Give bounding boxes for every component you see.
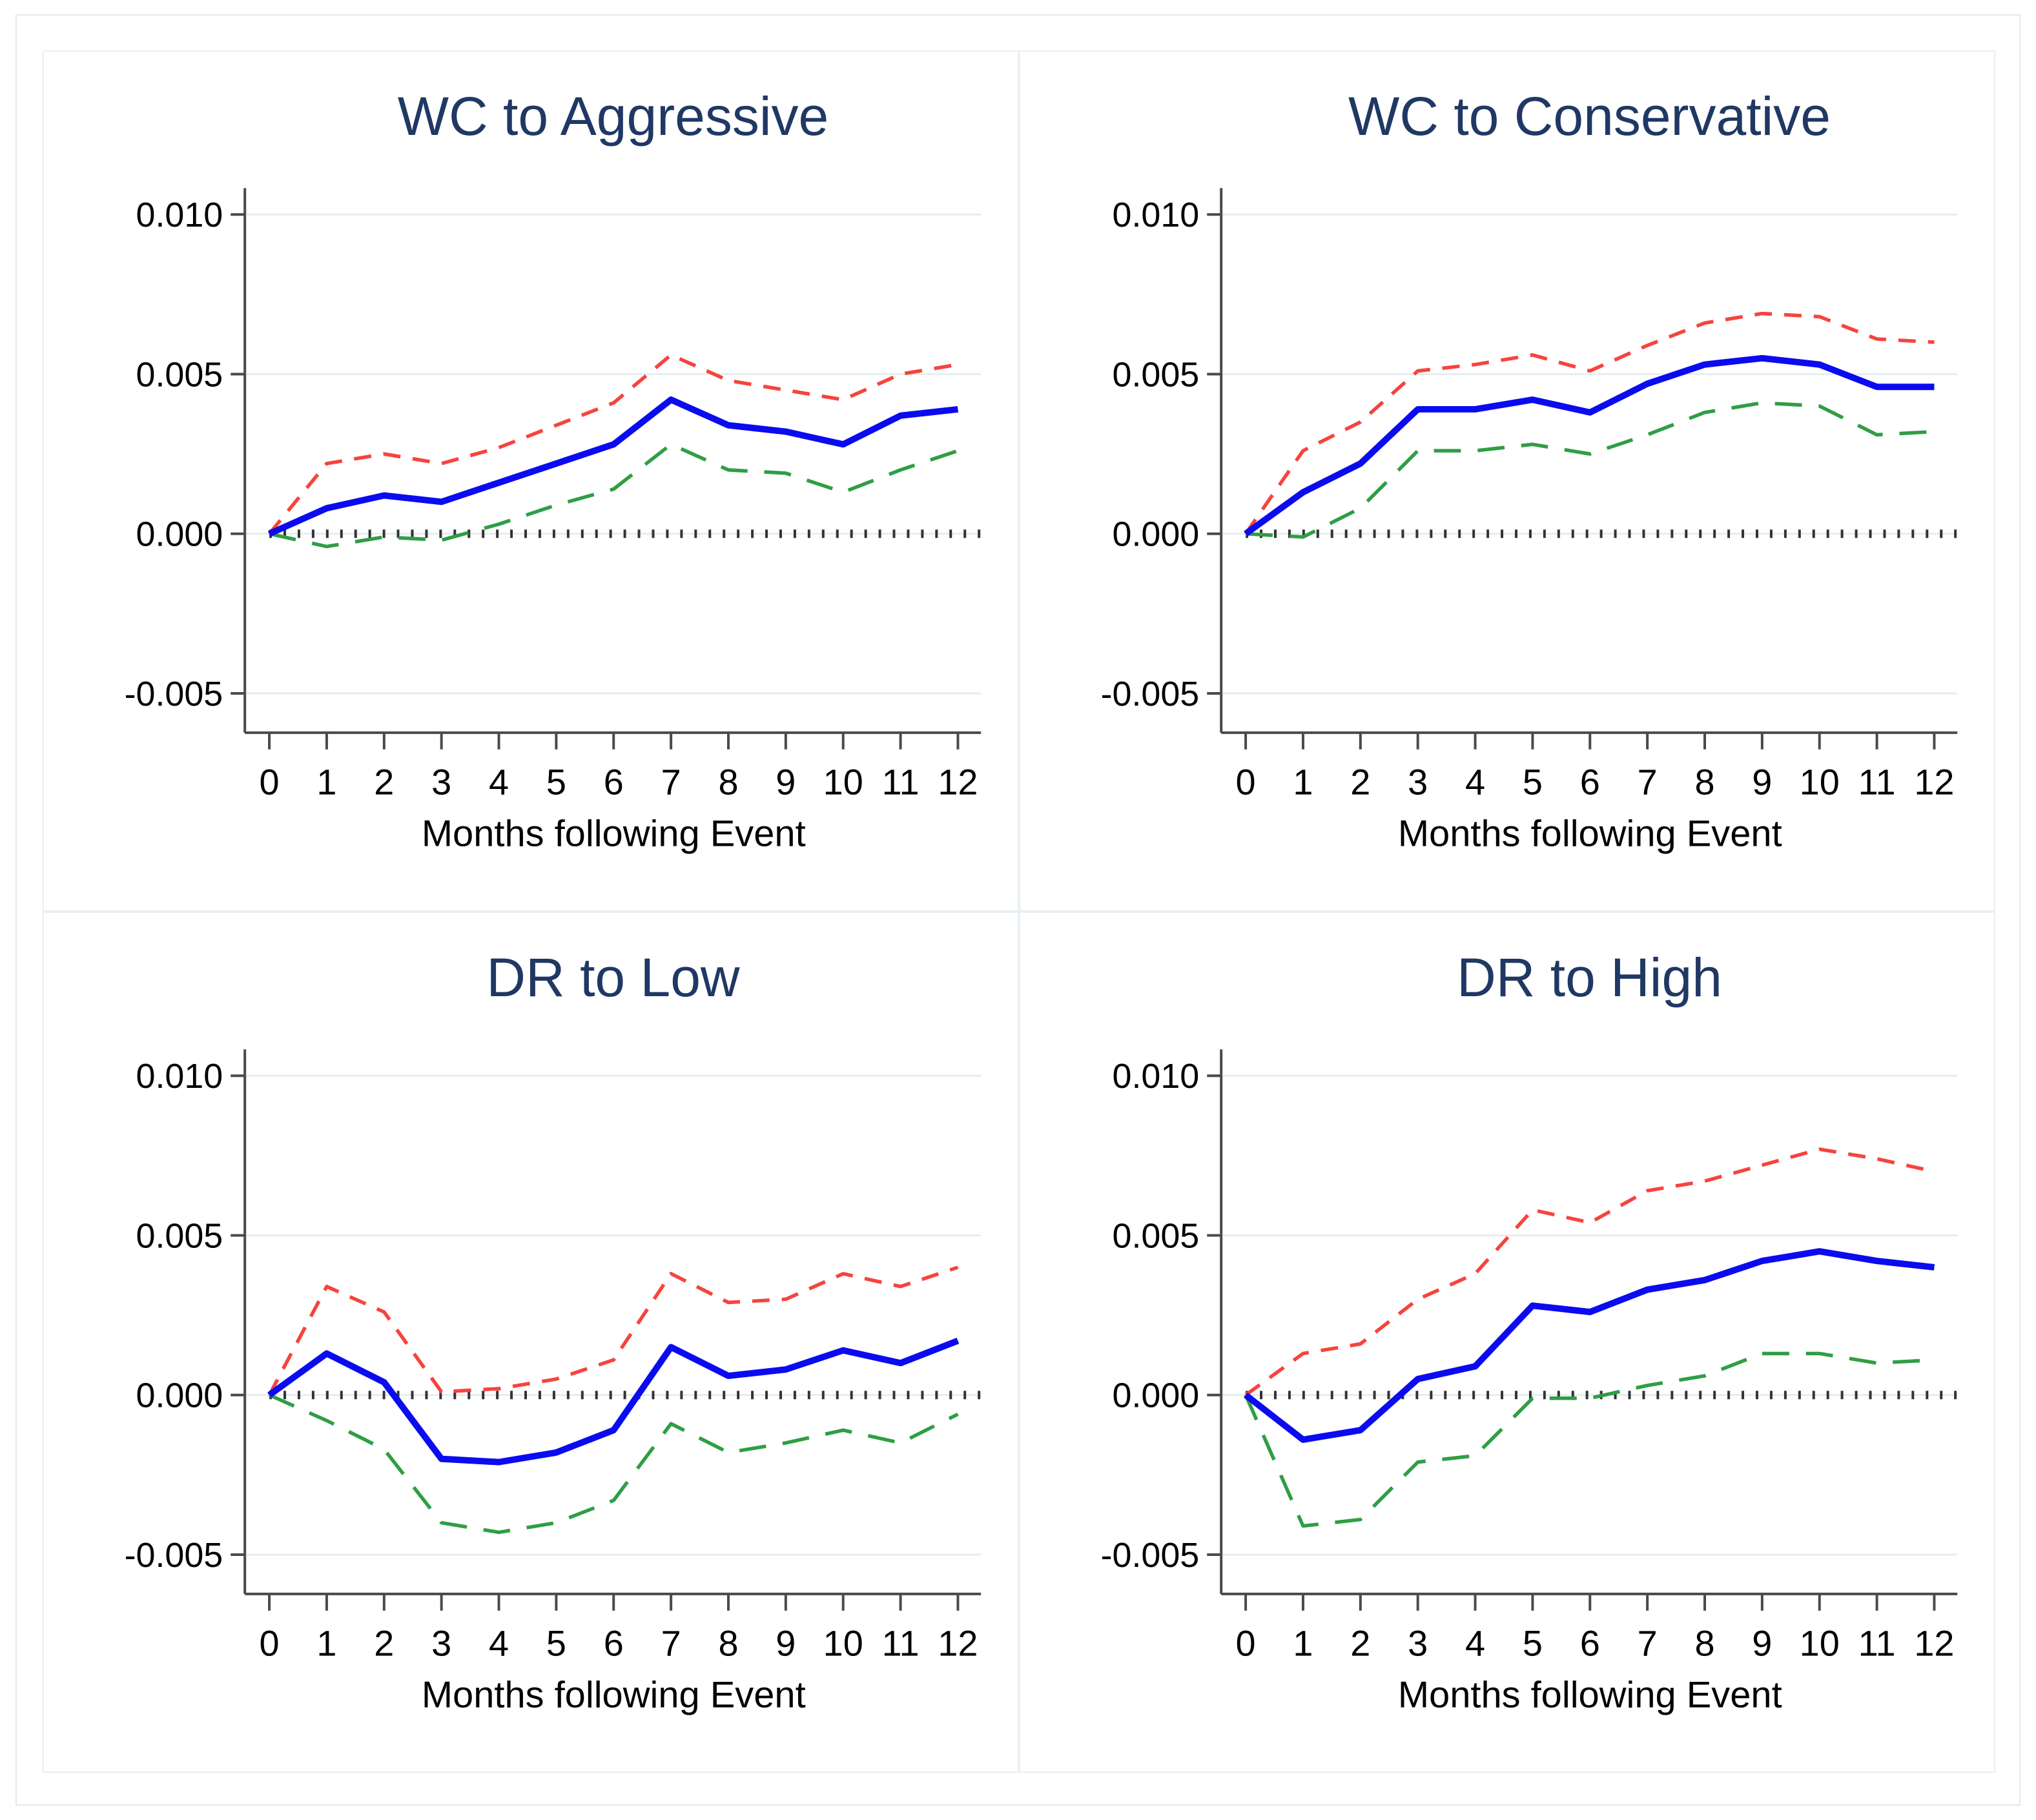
y-tick-label: -0.005 [1101, 1536, 1200, 1575]
x-axis-title: Months following Event [422, 1674, 806, 1715]
panel-title: DR to High [1457, 947, 1722, 1008]
x-tick-label: 8 [1694, 762, 1714, 803]
x-tick-label: 1 [316, 1623, 336, 1664]
x-axis-title: Months following Event [1398, 1674, 1782, 1715]
y-tick-label: 0.005 [1113, 1216, 1200, 1255]
x-tick-label: 5 [546, 762, 566, 803]
x-tick-label: 12 [938, 1623, 978, 1664]
panel-wc-to-conservative: WC to Conservative 0.010 0.005 0.000 -0.005… [1019, 50, 1995, 912]
x-tick-label: 7 [661, 762, 681, 803]
series-estimate-line [1244, 1248, 1935, 1443]
charts-grid: WC to Aggressive 0.010 0.005 0.000 -0.005 0 1… [43, 50, 1995, 1773]
x-tick-label: 3 [1408, 762, 1428, 803]
x-tick-label: 4 [1465, 762, 1485, 803]
x-tick-label: 0 [260, 762, 280, 803]
x-tick-label: 8 [718, 762, 738, 803]
x-axis-title: Months following Event [1398, 813, 1782, 854]
x-tick-label: 4 [489, 1623, 509, 1664]
x-tick-label: 10 [823, 762, 863, 803]
y-tick-label: -0.005 [1101, 675, 1200, 713]
x-tick-label: 7 [1638, 1623, 1658, 1664]
y-tick-label: 0.005 [136, 355, 223, 394]
x-tick-label: 11 [1858, 762, 1896, 803]
x-tick-label: 11 [1858, 1623, 1896, 1664]
x-tick-label: 6 [604, 1623, 624, 1664]
x-tick-label: 5 [1523, 762, 1543, 803]
x-tick-label: 7 [1638, 762, 1658, 803]
x-tick-label: 9 [776, 1623, 796, 1664]
y-tick-label: 0.005 [1113, 355, 1200, 394]
y-tick-label: 0.010 [1113, 1057, 1200, 1096]
series-estimate-line [1244, 354, 1935, 537]
x-tick-label: 12 [1914, 762, 1954, 803]
y-tick-label: -0.005 [125, 1536, 223, 1575]
y-tick-label: 0.000 [1113, 515, 1200, 554]
panel-title: DR to Low [486, 947, 740, 1008]
panel-wc-to-aggressive: WC to Aggressive 0.010 0.005 0.000 -0.005 0 1… [43, 50, 1019, 912]
series-lower-band-line [269, 442, 959, 549]
x-tick-label: 2 [374, 1623, 394, 1664]
x-tick-label: 7 [661, 1623, 681, 1664]
y-tick-label: 0.010 [1113, 196, 1200, 234]
x-tick-label: 9 [776, 762, 796, 803]
x-tick-label: 11 [882, 762, 920, 803]
series-lower-band-line [1244, 1351, 1935, 1528]
x-tick-label: 2 [1350, 762, 1370, 803]
series-lower-band-line [1245, 401, 1935, 539]
x-tick-label: 2 [1350, 1623, 1370, 1664]
x-tick-label: 3 [431, 1623, 451, 1664]
x-tick-label: 0 [260, 1623, 280, 1664]
series-upper-band-line [1244, 1147, 1935, 1396]
x-tick-label: 6 [1580, 1623, 1600, 1664]
y-tick-label: 0.010 [136, 196, 223, 234]
x-tick-label: 4 [489, 762, 509, 803]
panel-title: WC to Conservative [1348, 86, 1831, 147]
y-tick-label: 0.000 [1113, 1376, 1200, 1415]
x-tick-label: 0 [1236, 762, 1256, 803]
x-tick-label: 10 [1800, 762, 1840, 803]
x-tick-label: 12 [938, 762, 978, 803]
panel-dr-to-low: DR to Low 0.010 0.005 0.000 -0.005 0 1 2 3 4 5 6 7 8… [43, 912, 1019, 1773]
panel-dr-to-high: DR to High 0.010 0.005 0.000 -0.005 0 1 2 3 4 5 6 7… [1019, 912, 1995, 1773]
x-tick-label: 2 [374, 762, 394, 803]
y-tick-label: 0.000 [136, 1376, 223, 1415]
y-tick-label: 0.005 [136, 1216, 223, 1255]
x-tick-label: 9 [1752, 1623, 1772, 1664]
x-tick-label: 10 [823, 1623, 863, 1664]
x-tick-label: 3 [431, 762, 451, 803]
y-tick-label: 0.010 [136, 1057, 223, 1096]
panel-title: WC to Aggressive [397, 86, 829, 147]
x-tick-label: 10 [1800, 1623, 1840, 1664]
series-upper-band-line [267, 353, 958, 535]
x-tick-label: 5 [1523, 1623, 1543, 1664]
x-tick-label: 5 [546, 1623, 566, 1664]
series-estimate-line [267, 1338, 960, 1466]
x-tick-label: 6 [604, 762, 624, 803]
x-tick-label: 8 [718, 1623, 738, 1664]
x-tick-label: 4 [1465, 1623, 1485, 1664]
series-lower-band-line [268, 1393, 959, 1535]
x-tick-label: 3 [1408, 1623, 1428, 1664]
x-tick-label: 0 [1236, 1623, 1256, 1664]
x-axis-title: Months following Event [422, 813, 806, 854]
x-tick-label: 11 [882, 1623, 920, 1664]
x-tick-label: 6 [1580, 762, 1600, 803]
series-estimate-line [268, 396, 958, 537]
x-tick-label: 1 [1293, 1623, 1313, 1664]
series-upper-band-line [1244, 311, 1935, 535]
y-tick-label: -0.005 [125, 675, 223, 713]
x-tick-label: 8 [1694, 1623, 1714, 1664]
x-tick-label: 9 [1752, 762, 1772, 803]
series-upper-band-line [267, 1265, 959, 1396]
x-tick-label: 1 [316, 762, 336, 803]
x-tick-label: 12 [1914, 1623, 1954, 1664]
y-tick-label: 0.000 [136, 515, 223, 554]
x-tick-label: 1 [1293, 762, 1313, 803]
